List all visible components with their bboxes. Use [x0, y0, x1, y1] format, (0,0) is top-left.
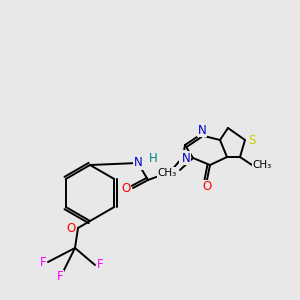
- Text: S: S: [248, 134, 256, 146]
- Text: F: F: [97, 259, 103, 272]
- Text: F: F: [40, 256, 46, 268]
- Text: CH₃: CH₃: [158, 168, 177, 178]
- Text: F: F: [57, 271, 63, 284]
- Text: N: N: [134, 157, 142, 169]
- Text: S: S: [179, 151, 187, 164]
- Text: O: O: [122, 182, 130, 194]
- Text: CH₃: CH₃: [252, 160, 272, 170]
- Text: H: H: [148, 152, 158, 164]
- Text: N: N: [198, 124, 206, 136]
- Text: N: N: [182, 152, 190, 164]
- Text: O: O: [202, 181, 211, 194]
- Text: O: O: [66, 221, 76, 235]
